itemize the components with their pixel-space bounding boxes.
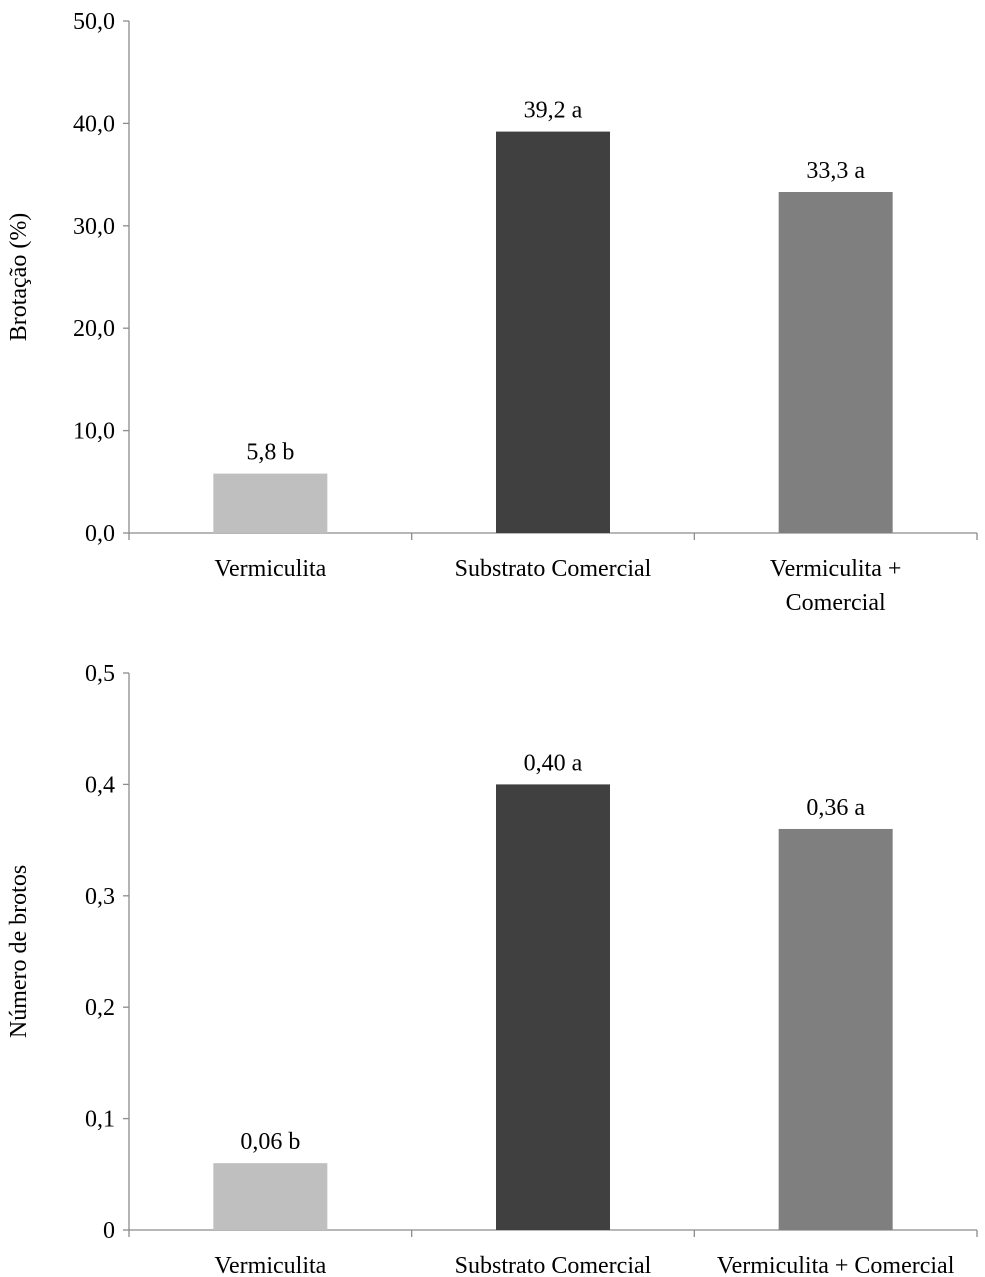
bar <box>778 828 893 1230</box>
x-category-label: Vermiculita <box>214 1253 326 1277</box>
data-label: 39,2 a <box>524 98 583 124</box>
data-label: 0,36 a <box>806 795 865 821</box>
y-tick-label: 40,0 <box>73 111 115 137</box>
bar <box>496 784 610 1230</box>
x-category-label: Vermiculita + <box>770 556 902 582</box>
y-tick-label: 0,0 <box>85 521 115 547</box>
x-category-label: Substrato Comercial <box>455 556 652 582</box>
y-tick-label: 50,0 <box>73 9 115 35</box>
x-category-label: Vermiculita <box>214 556 326 582</box>
data-label: 0,06 b <box>240 1129 300 1155</box>
y-axis-title: Número de brotos <box>6 865 32 1038</box>
x-category-label: Comercial <box>786 590 886 616</box>
bar <box>496 131 610 534</box>
bar <box>213 473 328 533</box>
y-axis-title: Brotação (%) <box>6 213 32 342</box>
chart-numero-brotos: 0 0,1 0,2 0,3 0,4 0,5 0,06 b Vermiculita 0,40 a S… <box>6 661 978 1277</box>
y-tick-label: 0 <box>103 1218 115 1244</box>
x-category-label: Substrato Comercial <box>455 1253 652 1277</box>
data-label: 5,8 b <box>246 440 294 466</box>
y-tick-label: 0,5 <box>85 661 115 687</box>
y-tick-label: 0,4 <box>85 772 115 798</box>
data-label: 0,40 a <box>524 750 583 776</box>
y-tick-label: 20,0 <box>73 316 115 342</box>
y-tick-label: 0,1 <box>85 1107 115 1133</box>
y-tick-label: 10,0 <box>73 419 115 445</box>
bar <box>213 1163 328 1230</box>
y-tick-label: 0,3 <box>85 884 115 910</box>
y-tick-label: 30,0 <box>73 214 115 240</box>
x-category-label: Vermiculita + Comercial <box>717 1253 955 1277</box>
y-tick-label: 0,2 <box>85 995 115 1021</box>
data-label: 33,3 a <box>806 158 865 184</box>
chart-brotacao: 0,0 10,0 20,0 30,0 40,0 50,0 5,8 b Vermiculita 3… <box>6 9 978 616</box>
bar <box>778 192 893 533</box>
